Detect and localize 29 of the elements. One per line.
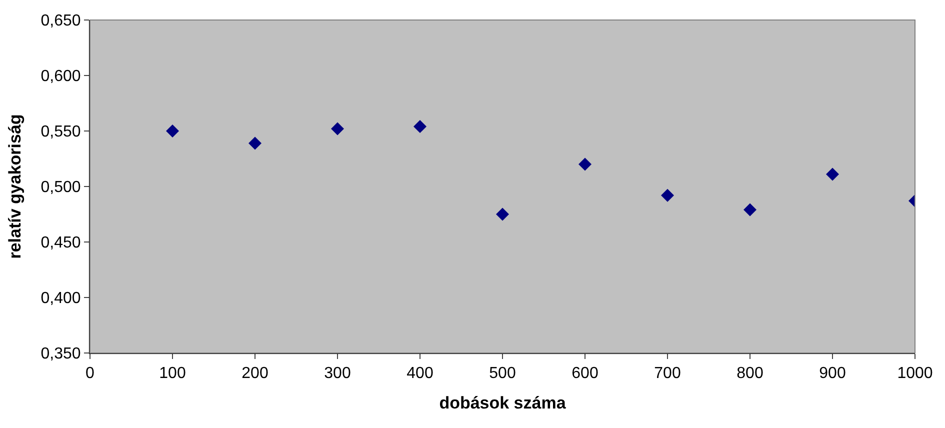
point: [496, 208, 509, 221]
point: [661, 188, 674, 202]
point: [331, 122, 344, 136]
x-tick-label: 800: [736, 365, 764, 382]
y-axis-title: relatív gyakoriság: [5, 114, 24, 259]
x-axis-title: dobások száma: [439, 394, 566, 413]
point: [826, 168, 839, 181]
x-tick-label: 500: [489, 365, 516, 382]
x-tick-label: 100: [159, 365, 186, 382]
y-tick-label: 0,600: [40, 68, 81, 86]
x-tick-label: 300: [324, 365, 351, 382]
x-tick-label: 600: [572, 365, 598, 382]
point: [414, 120, 426, 134]
y-tick-label: 0,500: [40, 179, 81, 196]
x-tick-label: 400: [406, 365, 434, 382]
y-tick-label: 0,400: [40, 290, 81, 308]
y-tick-label: 0,650: [40, 12, 81, 30]
point: [166, 124, 179, 138]
point: [744, 203, 756, 216]
x-tick-label: 900: [819, 365, 846, 382]
x-tick-label: 1000: [897, 365, 933, 382]
x-tick-label: 700: [654, 365, 681, 382]
y-tick-label: 0,450: [40, 234, 81, 252]
x-tick-label: 0: [86, 365, 95, 382]
y-tick-label: 0,350: [40, 346, 81, 363]
x-tick-label: 200: [242, 365, 268, 382]
point: [248, 136, 262, 150]
y-tick-label: 0,550: [40, 124, 81, 141]
point: [578, 158, 592, 171]
